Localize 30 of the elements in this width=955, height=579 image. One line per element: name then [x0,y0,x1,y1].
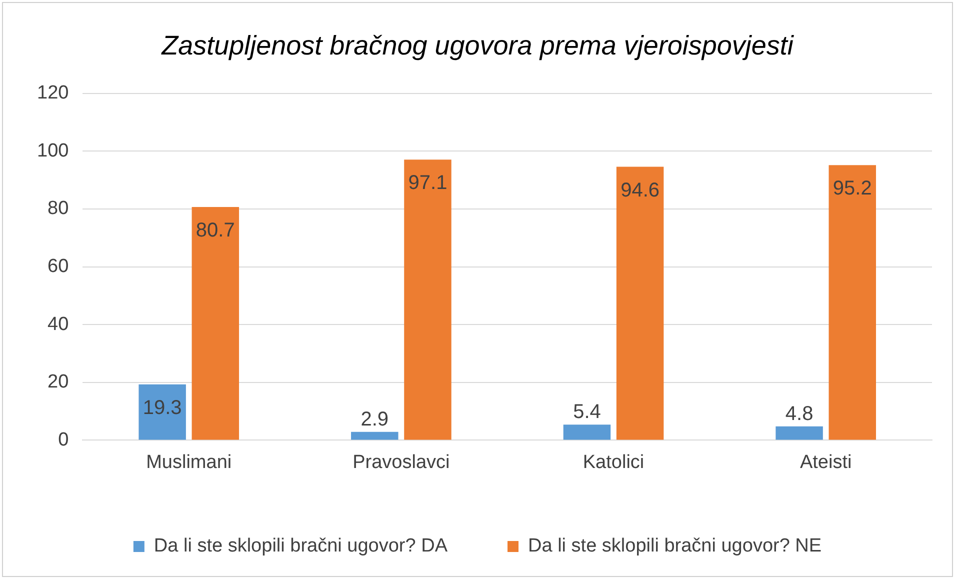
legend-label: Da li ste sklopili bračni ugovor? DA [154,536,448,557]
data-label: 94.6 [620,179,660,202]
legend-label: Da li ste sklopili bračni ugovor? NE [528,536,822,557]
data-label: 5.4 [573,401,601,424]
bar [138,384,186,440]
x-tick-label: Pravoslavci [352,452,450,473]
x-tick-label: Katolici [582,452,644,473]
bar [563,424,611,440]
bar [351,432,398,440]
data-label: 4.8 [785,402,814,425]
bar [776,426,823,440]
y-tick-label: 80 [48,198,69,220]
x-tick-label: Muslimani [146,452,232,473]
bar [192,206,240,440]
y-tick-label: 100 [37,140,69,162]
data-label: 95.2 [832,178,872,200]
data-label: 97.1 [408,172,448,194]
bar [828,165,876,440]
y-tick-label: 20 [48,372,69,393]
chart-title: Zastupljenost bračnog ugovora prema vjeroispovjesti [160,30,794,61]
data-label: 19.3 [142,396,182,419]
bar [616,166,664,440]
y-tick-label: 120 [37,82,69,104]
y-tick-label: 0 [58,429,69,450]
x-tick-label: Ateisti [800,452,852,473]
data-label: 2.9 [360,408,389,430]
bar [404,160,452,440]
y-tick-label: 60 [48,256,69,278]
y-tick-label: 40 [48,314,69,335]
data-label: 80.7 [196,219,235,242]
